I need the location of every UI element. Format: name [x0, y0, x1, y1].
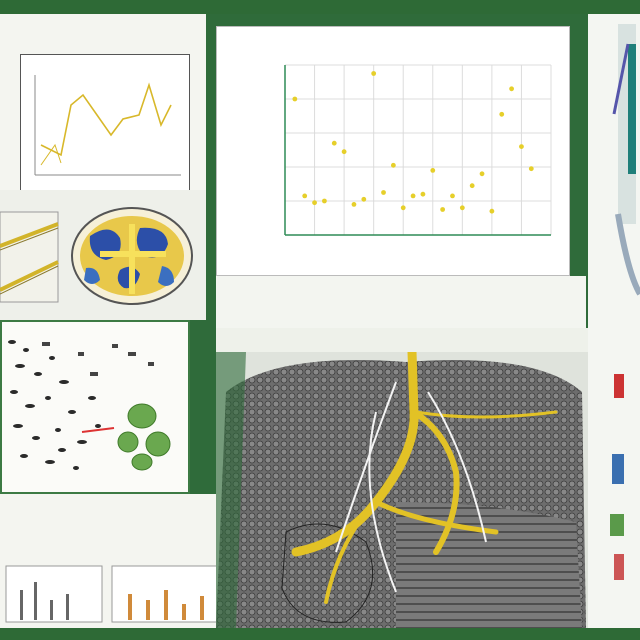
nerve-anatomy-illustration — [216, 352, 588, 628]
data-point — [371, 71, 377, 76]
data-point — [450, 193, 455, 199]
data-point — [430, 168, 436, 173]
header-banner — [0, 0, 640, 14]
data-point — [489, 208, 495, 214]
data-point — [302, 193, 308, 199]
data-point — [292, 96, 298, 102]
scatter-chart — [284, 64, 552, 236]
bottom-left-bar-charts — [5, 565, 221, 623]
data-point — [528, 166, 534, 172]
data-point — [469, 183, 475, 189]
left-middle-panel — [0, 190, 206, 320]
data-point — [499, 111, 505, 117]
right-strip-panel — [588, 14, 640, 628]
main-chart-panel — [216, 26, 570, 276]
data-point — [361, 196, 367, 202]
data-point — [410, 193, 416, 199]
data-point — [459, 205, 465, 211]
data-point — [400, 205, 406, 211]
data-point — [312, 200, 317, 206]
top-left-panel — [0, 14, 206, 198]
inset-line-chart — [34, 75, 181, 176]
data-point — [479, 171, 485, 177]
line-chart-inset — [20, 54, 190, 198]
cell-image-panel — [0, 320, 190, 494]
right-strip-illustrations — [610, 24, 640, 580]
data-point — [440, 207, 446, 212]
data-point — [420, 191, 426, 197]
nerve-bundle-illustration — [0, 211, 59, 303]
main-chart-caption — [216, 276, 586, 328]
data-point — [331, 140, 337, 146]
data-point — [322, 198, 327, 204]
cross-section-illustration — [71, 207, 193, 305]
data-point — [509, 86, 514, 92]
data-point — [390, 162, 396, 168]
footer-bar — [0, 628, 640, 640]
anatomy-panel — [216, 328, 588, 628]
bottom-left-panel — [0, 494, 226, 628]
data-point — [381, 190, 386, 195]
data-point — [341, 149, 347, 155]
data-point — [351, 202, 357, 207]
histology-illustration — [2, 322, 188, 492]
data-point — [519, 144, 524, 149]
